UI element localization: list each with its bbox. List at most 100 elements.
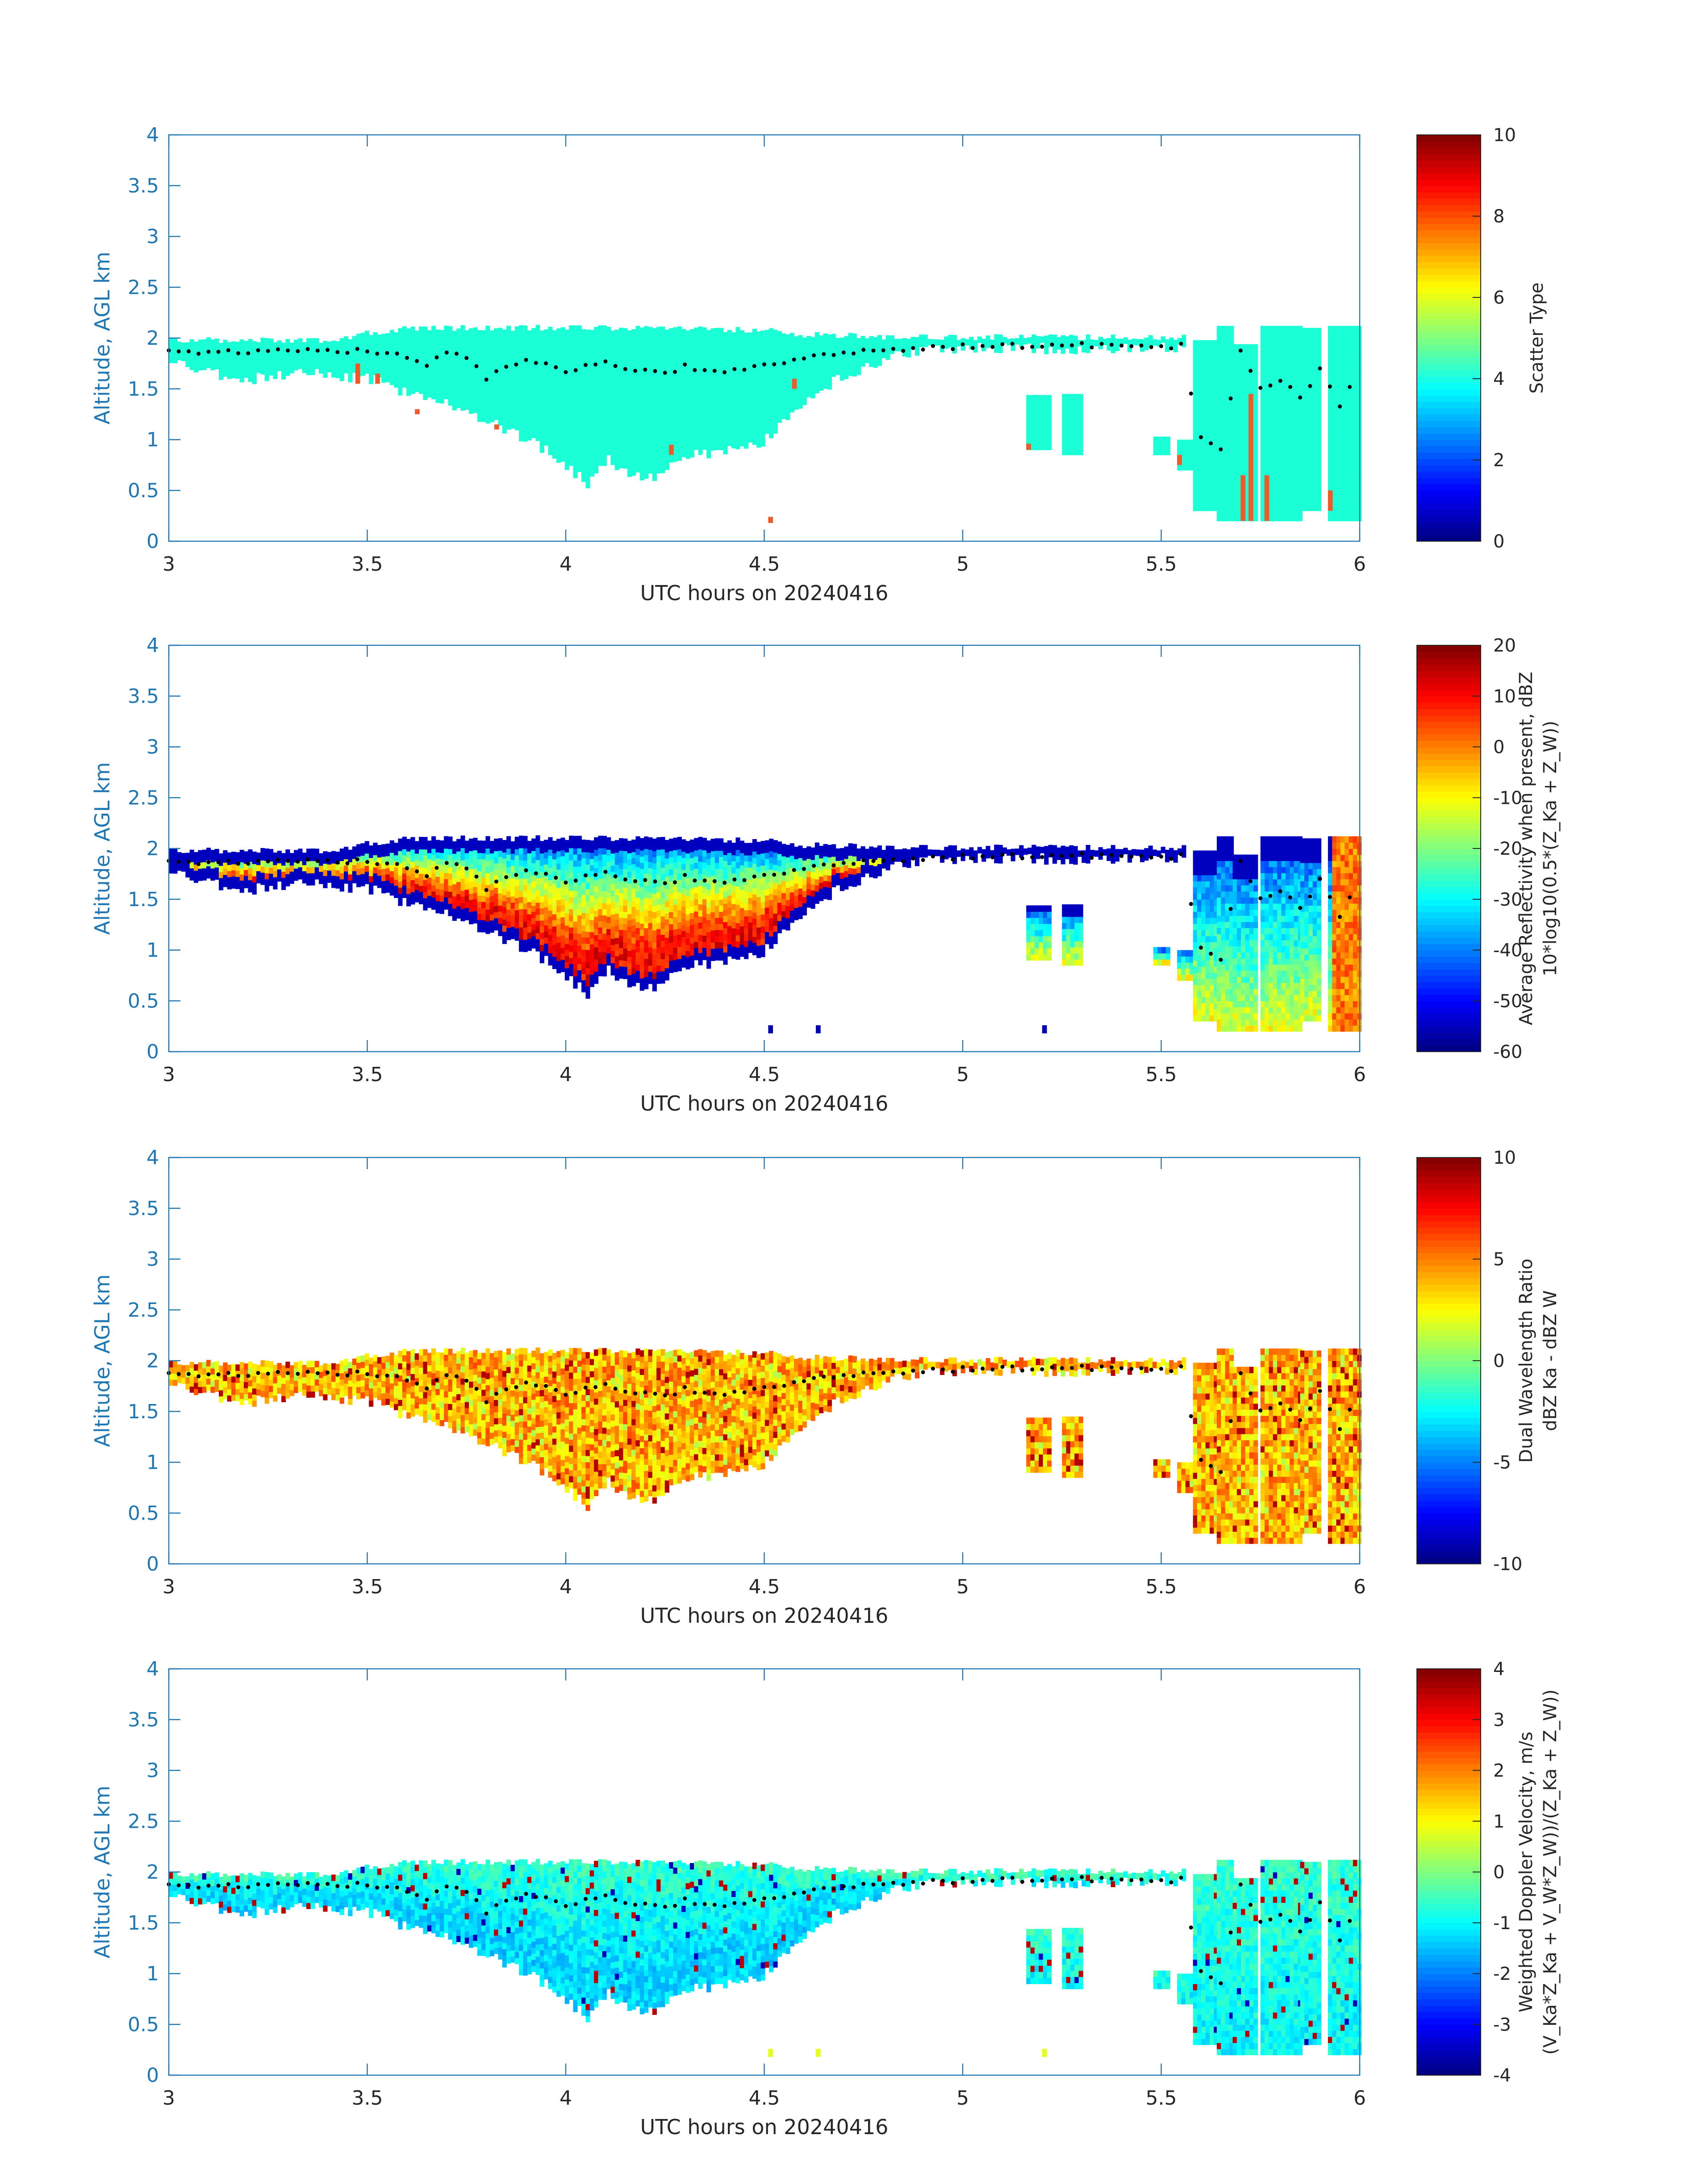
- data-cell: [1070, 443, 1075, 449]
- data-cell: [1269, 429, 1274, 436]
- data-cell: [552, 379, 557, 386]
- data-cell: [648, 436, 653, 443]
- data-cell: [1197, 358, 1202, 365]
- data-cell: [589, 403, 594, 410]
- data-cell: [1209, 437, 1215, 444]
- data-cell: [714, 364, 719, 371]
- data-cell: [1236, 514, 1241, 522]
- data-cell: [302, 858, 307, 865]
- data-cell: [560, 388, 565, 395]
- data-cell: [1353, 454, 1358, 460]
- data-cell: [452, 859, 457, 866]
- data-cell: [260, 872, 265, 879]
- data-cell: [1277, 460, 1282, 467]
- data-cell: [452, 361, 457, 368]
- data-cell: [1277, 509, 1282, 515]
- data-cell: [1062, 394, 1067, 401]
- data-cell: [481, 865, 486, 872]
- data-cell: [785, 407, 790, 414]
- data-cell: [1197, 376, 1202, 383]
- data-cell: [564, 384, 569, 391]
- data-cell: [614, 439, 619, 446]
- data-cell: [648, 443, 653, 449]
- data-cell: [548, 837, 553, 844]
- data-cell: [1260, 399, 1265, 405]
- data-cell: [1345, 362, 1349, 369]
- data-cell: [1353, 460, 1358, 467]
- base-dot: [494, 369, 498, 373]
- data-cell: [431, 387, 436, 393]
- data-cell: [181, 859, 186, 866]
- data-cell: [1353, 429, 1358, 436]
- data-cell: [552, 360, 557, 368]
- data-cell: [1328, 368, 1333, 375]
- data-cell: [827, 359, 832, 365]
- data-cell: [1193, 383, 1198, 389]
- data-cell: [1253, 405, 1258, 412]
- data-cell: [1294, 332, 1299, 338]
- data-cell: [460, 404, 465, 411]
- data-cell: [1260, 502, 1265, 509]
- data-cell: [1316, 413, 1322, 420]
- data-cell: [477, 348, 482, 355]
- data-cell: [594, 333, 599, 339]
- data-cell: [510, 872, 515, 878]
- data-cell: [489, 890, 494, 896]
- data-cell: [831, 346, 836, 353]
- data-cell: [435, 366, 440, 373]
- data-cell: [677, 344, 682, 351]
- data-cell: [481, 877, 486, 884]
- base-dot: [653, 369, 657, 373]
- data-cell: [339, 873, 344, 880]
- data-cell: [548, 436, 553, 443]
- base-dot: [1219, 447, 1223, 451]
- data-cell: [535, 392, 540, 399]
- data-cell: [531, 881, 536, 888]
- data-cell: [577, 380, 582, 387]
- data-cell: [523, 393, 528, 399]
- data-cell: [739, 360, 744, 368]
- data-cell: [902, 338, 907, 345]
- data-cell: [535, 945, 540, 952]
- data-cell: [539, 397, 544, 404]
- data-cell: [419, 891, 424, 898]
- data-cell: [614, 451, 619, 458]
- data-cell: [477, 391, 482, 398]
- data-cell: [306, 848, 311, 855]
- data-cell: [1066, 443, 1071, 449]
- data-cell: [210, 358, 215, 364]
- data-cell: [1285, 509, 1290, 515]
- data-cell: [564, 421, 569, 428]
- data-cell: [1209, 395, 1215, 401]
- data-cell: [1312, 419, 1317, 426]
- x-tick-label: 3: [163, 553, 175, 576]
- data-cell: [681, 347, 686, 354]
- data-cell: [1316, 492, 1322, 499]
- data-cell: [1094, 340, 1099, 347]
- data-cell: [519, 429, 524, 435]
- data-cell: [552, 452, 557, 459]
- data-cell: [727, 439, 732, 446]
- data-cell: [435, 378, 440, 385]
- data-cell: [581, 457, 586, 464]
- data-cell: [519, 422, 524, 430]
- data-cell: [523, 860, 528, 867]
- data-cell: [410, 837, 415, 844]
- data-cell: [1281, 399, 1286, 405]
- data-cell: [764, 372, 769, 379]
- data-cell: [664, 342, 669, 348]
- data-cell: [464, 840, 469, 847]
- data-cell: [477, 871, 482, 877]
- data-cell: [1253, 362, 1258, 369]
- data-cell: [481, 926, 486, 932]
- data-cell: [506, 332, 511, 338]
- data-cell: [581, 402, 586, 409]
- data-cell: [1281, 509, 1286, 515]
- data-cell: [539, 355, 544, 362]
- data-cell: [364, 841, 369, 848]
- data-cell: [523, 933, 528, 940]
- data-cell: [1269, 454, 1274, 460]
- data-cell: [277, 352, 282, 359]
- data-cell: [998, 347, 1003, 353]
- data-cell: [189, 351, 194, 358]
